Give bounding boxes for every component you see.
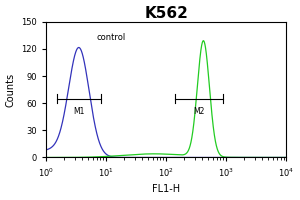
Text: M1: M1 xyxy=(73,107,85,116)
Y-axis label: Counts: Counts xyxy=(6,73,16,107)
X-axis label: FL1-H: FL1-H xyxy=(152,184,180,194)
Text: control: control xyxy=(97,33,126,42)
Text: M2: M2 xyxy=(194,107,205,116)
Title: K562: K562 xyxy=(144,6,188,21)
